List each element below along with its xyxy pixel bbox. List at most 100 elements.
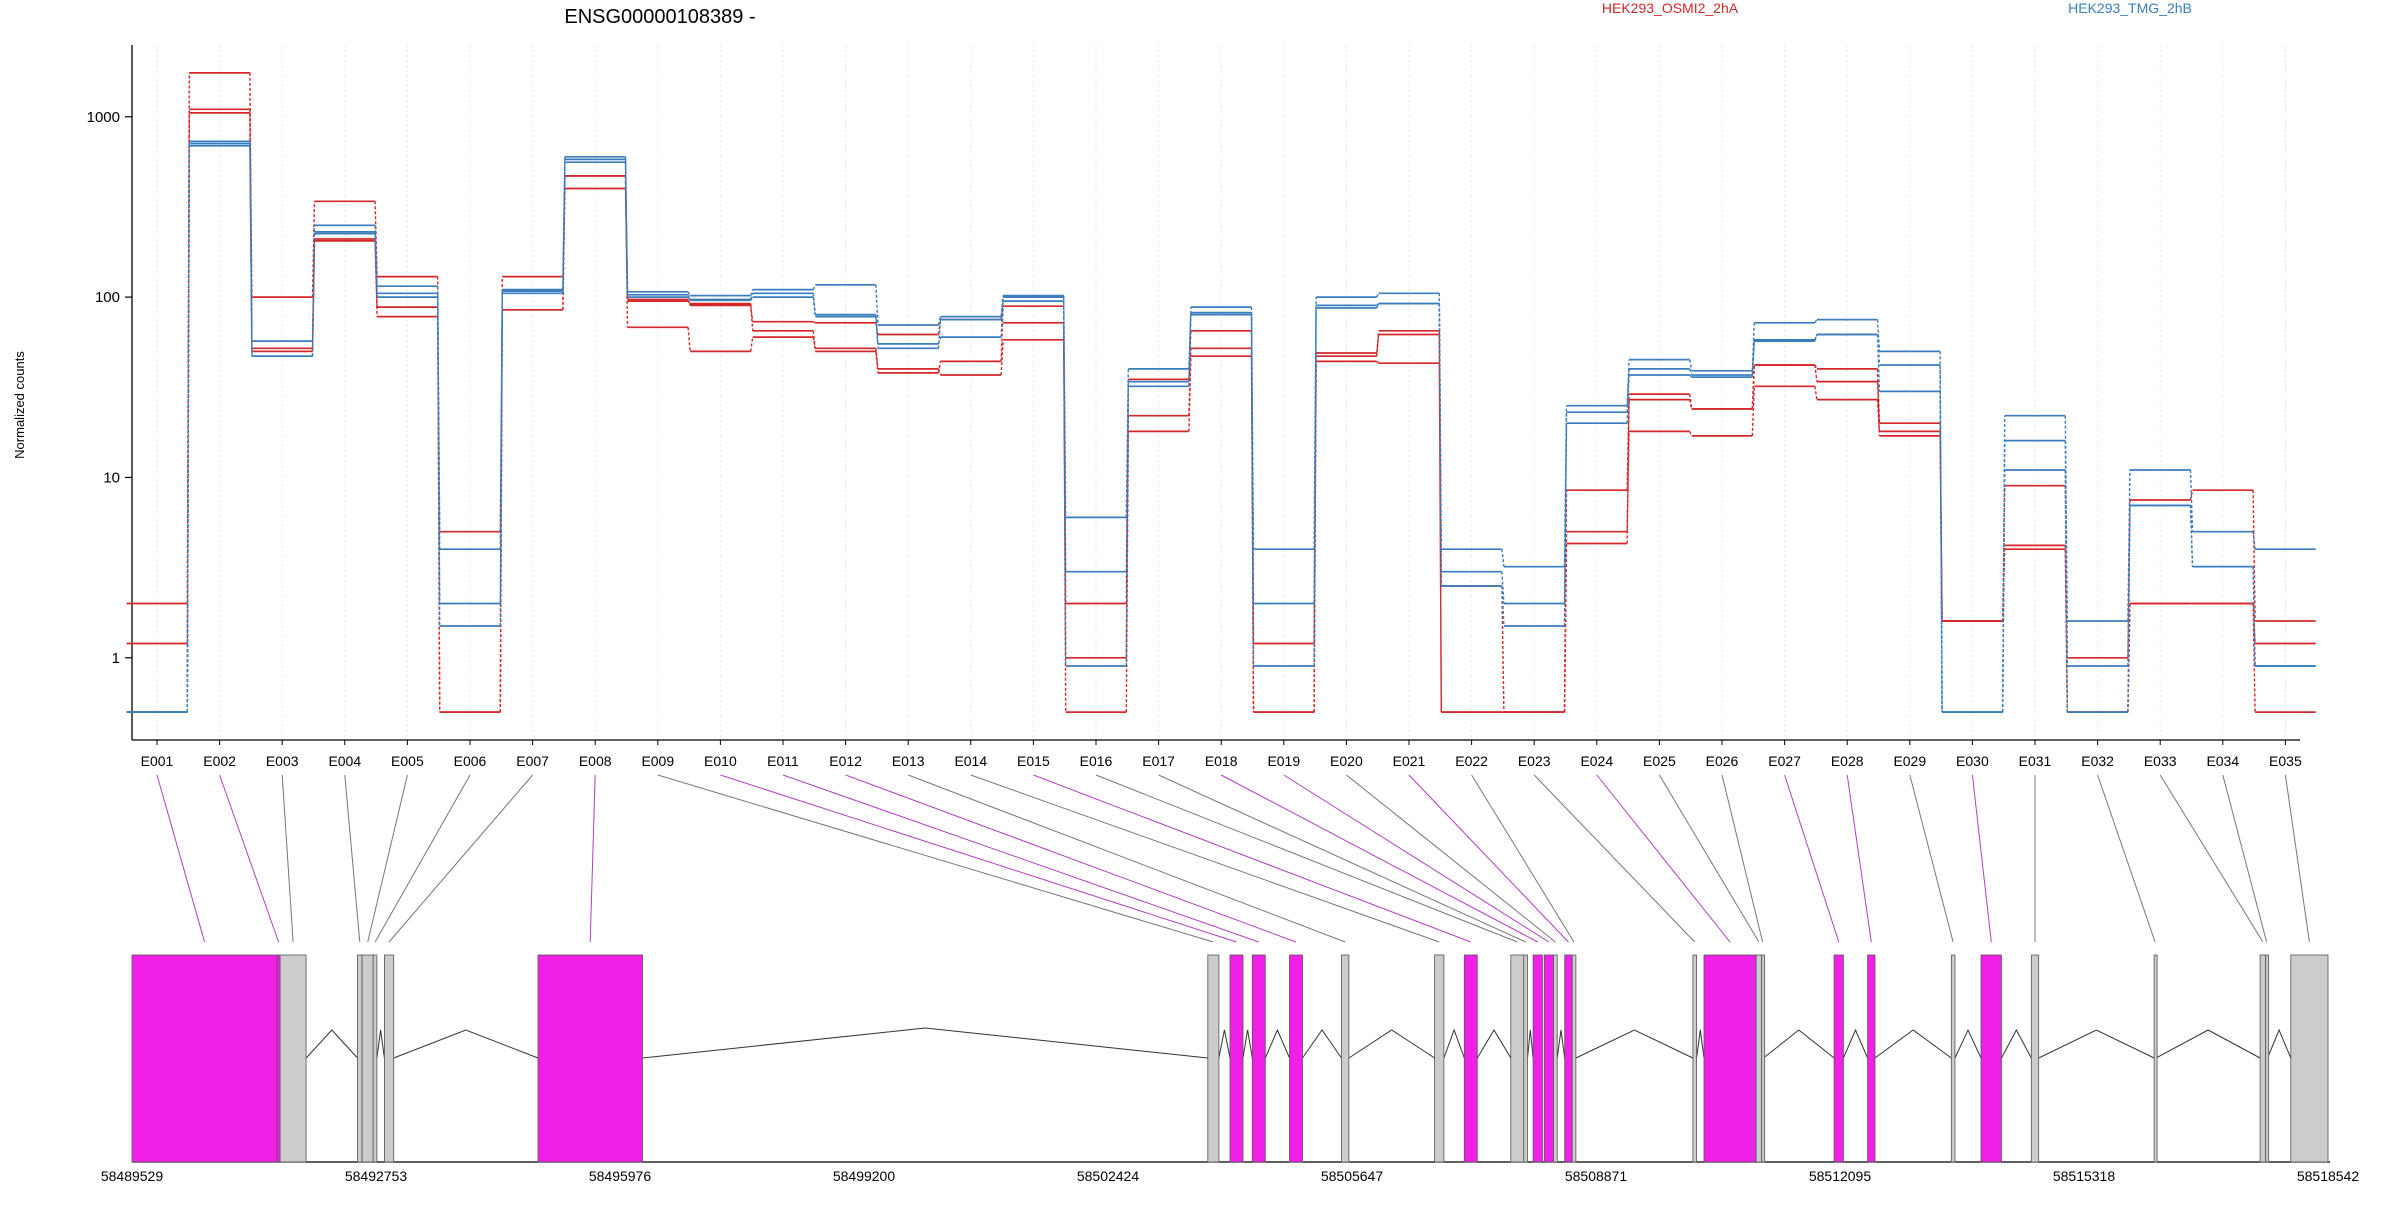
intron: [1242, 1029, 1253, 1059]
exon-box-E007: [383, 954, 395, 1163]
series-transition: [311, 233, 316, 357]
x-tick-label-E014: E014: [954, 753, 987, 769]
series-transition: [1501, 571, 1505, 604]
y-ticks: 1 10 100 1000: [87, 109, 132, 667]
series-transition: [1563, 543, 1568, 713]
intron: [1763, 1029, 1835, 1059]
x-tick-label-E015: E015: [1017, 753, 1050, 769]
connector-E018: [1220, 774, 1539, 943]
x-tick-label-E031: E031: [2019, 753, 2052, 769]
connector-E006: [374, 774, 471, 943]
x-tick-label-E029: E029: [1893, 753, 1926, 769]
intron: [2267, 1028, 2292, 1059]
series-transition: [1250, 314, 1255, 667]
series-transition: [1438, 363, 1443, 713]
connector-E019: [1283, 774, 1550, 943]
series-transition: [2252, 490, 2256, 622]
series-transition: [2002, 545, 2006, 622]
coordinate-label: 58508871: [1565, 1168, 1628, 1184]
connector-E016: [1095, 774, 1518, 943]
exon-box-E011: [1251, 954, 1266, 1163]
series-transition: [624, 159, 629, 295]
series-transition: [1751, 339, 1755, 378]
series-transition: [1062, 301, 1067, 667]
connector-E032: [2097, 774, 2156, 943]
exon-box-E006: [372, 954, 378, 1163]
x-tick-label-E032: E032: [2081, 753, 2114, 769]
series-transition: [1689, 399, 1693, 410]
series-transition: [2127, 505, 2131, 713]
exon-box-E019: [1543, 954, 1554, 1163]
series-transition: [2127, 603, 2131, 713]
series-lines: [126, 72, 2316, 713]
series-transition: [1626, 399, 1630, 544]
series-transition: [1188, 356, 1192, 432]
exon-box-E013: [1341, 954, 1350, 1163]
coordinate-label: 58502424: [1077, 1168, 1140, 1184]
series-transition: [1626, 374, 1630, 424]
series-plateaus: [126, 142, 2316, 713]
series-transition: [2189, 505, 2194, 567]
series-transition: [812, 297, 816, 317]
series-transition: [562, 162, 566, 294]
series-transition: [2064, 469, 2069, 713]
connector-E024: [1596, 774, 1731, 943]
connector-E013: [908, 774, 1346, 943]
connector-E030: [1971, 774, 1992, 943]
connector-E027: [1784, 774, 1840, 943]
x-tick-label-E005: E005: [391, 753, 424, 769]
coordinate-label: 58512095: [1809, 1168, 1872, 1184]
series-transition: [2252, 603, 2256, 713]
series-transition: [1751, 322, 1755, 371]
exon-box-E032: [2153, 954, 2158, 1163]
x-ticks: E001 E002 E003 E004 E005 E006 E007 E008 E009 E010…: [141, 740, 2302, 769]
x-tick-label-E020: E020: [1330, 753, 1363, 769]
connector-E028: [1846, 774, 1872, 943]
exon-box-E009: [1207, 954, 1220, 1163]
series-transition: [1876, 334, 1881, 392]
x-tick-label-E008: E008: [579, 753, 612, 769]
series-transition: [875, 316, 879, 349]
exon-box-E005: [361, 954, 374, 1163]
series-transition: [374, 233, 378, 298]
intron: [2155, 1029, 2261, 1059]
series-transition: [1751, 364, 1755, 409]
connector-E021: [1408, 774, 1569, 943]
series-transition: [687, 300, 691, 305]
series-transition: [1438, 303, 1443, 587]
series-transition: [2064, 440, 2069, 667]
series-transition: [687, 294, 691, 301]
connector-E010: [720, 774, 1237, 943]
series-transition: [374, 231, 378, 294]
coordinate-label: 58499200: [833, 1168, 896, 1184]
connector-E012: [845, 774, 1297, 943]
connector-E008: [589, 774, 596, 943]
series-transition: [750, 337, 754, 352]
x-tick-label-E009: E009: [641, 753, 674, 769]
series-transition: [875, 351, 879, 373]
exon-box-E020: [1553, 954, 1558, 1163]
series-transition: [687, 299, 691, 306]
series-transition: [750, 296, 754, 301]
x-tick-label-E016: E016: [1080, 753, 1113, 769]
x-tick-label-E035: E035: [2269, 753, 2302, 769]
exon-box-E033: [2259, 954, 2267, 1163]
x-tick-label-E026: E026: [1706, 753, 1739, 769]
series-transition: [1188, 314, 1192, 382]
series-transition: [2064, 545, 2068, 713]
exon-box-E024: [1703, 954, 1757, 1163]
axes: [131, 45, 2300, 741]
x-tick-label-E013: E013: [892, 753, 925, 769]
series-transition: [499, 291, 503, 627]
connector-E015: [1033, 774, 1471, 943]
exon-box-E016: [1510, 954, 1525, 1163]
intron: [1527, 1029, 1534, 1059]
series-transition: [1376, 292, 1380, 298]
series-transition: [1376, 334, 1380, 354]
connector-E007: [388, 774, 533, 943]
series-3: [126, 112, 2316, 713]
series-transition: [1000, 297, 1004, 338]
exon-box-E003: [279, 954, 307, 1163]
connector-E005: [367, 774, 408, 943]
intron: [1348, 1029, 1435, 1059]
